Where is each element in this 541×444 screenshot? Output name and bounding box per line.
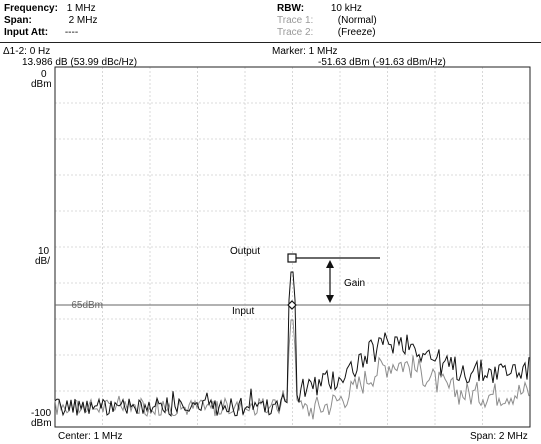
rbw-label: RBW:	[277, 3, 305, 14]
frequency-label: Frequency:	[4, 3, 58, 14]
output-marker[interactable]	[287, 253, 297, 263]
input-label: Input	[232, 306, 254, 317]
frequency-row: Frequency: 1 MHz	[4, 3, 96, 15]
span-label: Span:	[4, 15, 32, 26]
span-readout: Span: 2 MHz	[470, 431, 528, 442]
rbw-value: 10 kHz	[330, 3, 362, 14]
header-divider	[0, 42, 541, 43]
span-row: Span: 2 MHz	[4, 15, 97, 27]
bottom-level-value: -100	[31, 408, 51, 419]
plot-frame	[54, 66, 531, 428]
trace1-label: Trace 1:	[277, 15, 314, 26]
bottom-level-unit: dBm	[31, 418, 52, 429]
trace-1-normal	[54, 271, 530, 417]
scale-value: 10	[38, 246, 50, 257]
plot-background	[0, 44, 541, 444]
trace-2-freeze	[54, 319, 530, 420]
marker-value-readout: -51.63 dBm (-91.63 dBm/Hz)	[318, 57, 446, 68]
marker-readout: Marker: 1 MHz	[272, 46, 338, 57]
top-level-unit: dBm	[31, 79, 52, 90]
scale-unit: dB/	[35, 256, 50, 267]
delta-value-readout: 13.986 dB (53.99 dBc/Hz)	[22, 57, 137, 68]
gain-label: Gain	[344, 278, 365, 289]
trace2-value: (Freeze)	[337, 27, 376, 38]
rbw-row: RBW: 10 kHz	[277, 3, 362, 15]
center-frequency: Center: 1 MHz	[58, 431, 122, 442]
gain-arrow-head-up	[326, 260, 334, 268]
trace1-value: (Normal)	[337, 15, 377, 26]
trace2-row: Trace 2: (Freeze)	[277, 27, 376, 39]
trace2-label: Trace 2:	[277, 27, 314, 38]
input-att-row: Input Att: ----	[4, 27, 78, 39]
input-att-value: ----	[64, 27, 79, 38]
frequency-value: 1 MHz	[66, 3, 96, 14]
output-label: Output	[230, 246, 260, 257]
input-marker[interactable]	[287, 300, 297, 310]
span-value: 2 MHz	[68, 15, 98, 26]
top-level-value: 0	[41, 69, 47, 80]
trace1-row: Trace 1: (Normal)	[277, 15, 377, 27]
input-att-label: Input Att:	[4, 27, 49, 38]
graticule	[55, 67, 530, 427]
delta-readout: Δ1-2: 0 Hz	[3, 46, 50, 57]
reference-level-label: -65dBm	[68, 300, 103, 311]
gain-arrow-head-down	[326, 295, 334, 303]
spectrum-display[interactable]: Δ1-2: 0 Hz 13.986 dB (53.99 dBc/Hz) Mark…	[0, 44, 541, 444]
